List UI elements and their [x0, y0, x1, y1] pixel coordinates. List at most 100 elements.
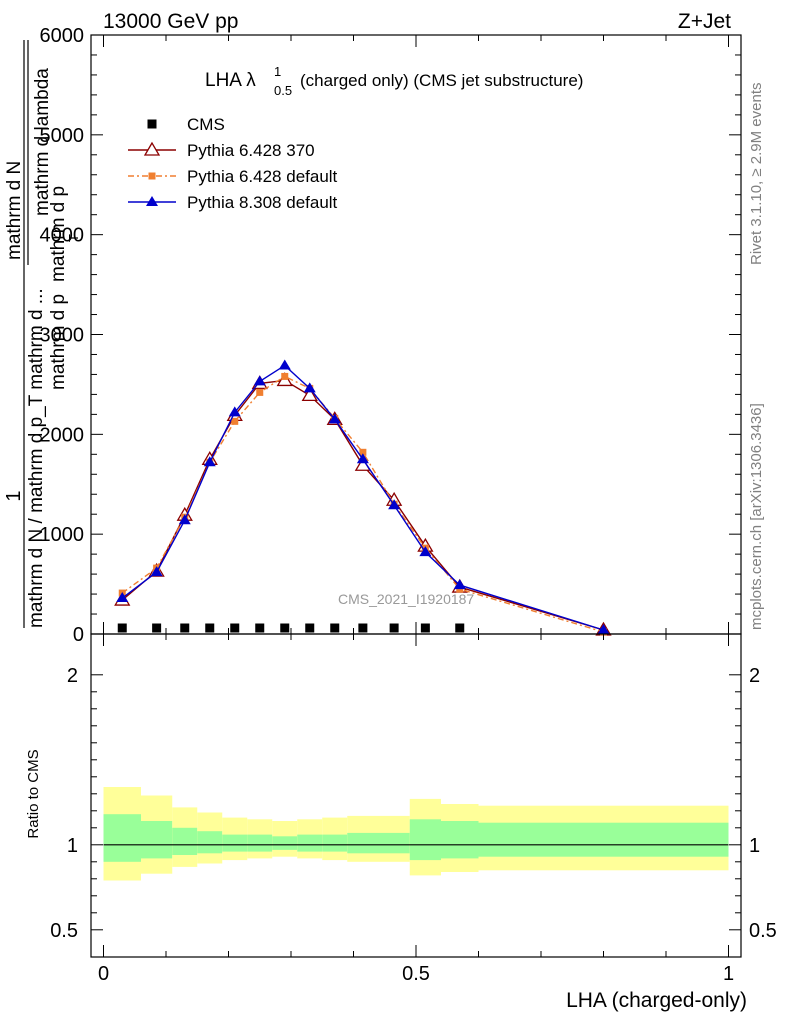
ratio-y-tick-label: 0.5 — [50, 920, 78, 942]
y-tick-label: 2000 — [40, 424, 85, 446]
ratio-band-green — [247, 834, 273, 852]
data-point-marker — [146, 196, 158, 206]
ratio-y-tick-label-right: 2 — [749, 665, 760, 687]
ylabel-den-dp: mathrm d p — [48, 294, 69, 390]
mcplots-credit: mcplots.cern.ch [arXiv:1306.3436] — [748, 403, 765, 630]
x-tick-label: 1 — [723, 963, 734, 985]
main-ylabel: 1 mathrm d N / mathrm d p_T mathrm d ...… — [3, 40, 81, 628]
y-tick-label: 3000 — [40, 325, 85, 347]
ratio-band-green — [409, 819, 441, 861]
data-point-cms — [205, 623, 215, 633]
data-point-cms — [280, 623, 290, 633]
data-point-marker — [253, 375, 266, 386]
ylabel-one: 1 — [3, 490, 25, 501]
ratio-band-green — [141, 821, 173, 859]
ratio-band-green — [222, 834, 248, 852]
series-line — [121, 375, 604, 633]
data-point-marker — [388, 499, 401, 510]
data-point-marker — [303, 382, 316, 393]
data-point-marker — [597, 624, 610, 635]
x-axis-label: LHA (charged-only) — [566, 989, 747, 1012]
data-point-cms — [255, 623, 265, 633]
data-point-marker — [301, 387, 318, 402]
data-point-marker — [256, 388, 264, 396]
y-tick-label: 6000 — [40, 25, 85, 47]
data-point-marker — [228, 406, 241, 417]
legend-label: CMS — [187, 115, 225, 134]
ylabel-num-n: N — [4, 161, 25, 175]
rivet-version: Rivet 3.1.10, ≥ 2.9M events — [748, 83, 765, 266]
legend-label: Pythia 6.428 370 — [187, 141, 315, 160]
data-point-marker — [328, 413, 341, 424]
ratio-band-green — [478, 822, 729, 857]
ratio-y-tick-label: 1 — [67, 835, 78, 857]
ratio-band-green — [297, 834, 323, 852]
ratio-band-green — [197, 831, 223, 854]
series-line — [121, 364, 604, 631]
ratio-band-green — [272, 836, 298, 850]
plot-title-rest: (charged only) (CMS jet substructure) — [300, 71, 583, 90]
y-tick-label: 0 — [73, 624, 84, 646]
data-point-marker — [419, 546, 432, 557]
ratio-frame — [90, 633, 742, 958]
ratio-band-green — [103, 814, 141, 862]
y-tick-label: 1000 — [40, 524, 85, 546]
data-point-marker — [178, 514, 191, 525]
data-point-cms — [117, 623, 127, 633]
plot-title-sub: 0.5 — [274, 83, 292, 98]
data-point-cms — [455, 623, 465, 633]
ylabel-denominator-2: mathrm d p — [48, 294, 69, 390]
ratio-band-green — [347, 832, 410, 854]
ylabel-t-sub: T — [66, 234, 81, 242]
data-point-marker — [150, 566, 163, 577]
data-point-marker — [203, 456, 216, 467]
ylabel-denominator-3: mathrm d lambda — [32, 68, 53, 216]
ratio-band-green — [322, 834, 348, 852]
legend-label: Pythia 6.428 default — [187, 167, 338, 186]
ylabel-denominator: mathrm d N / mathrm d p_T mathrm d ... — [26, 288, 47, 628]
data-point-cms — [230, 623, 240, 633]
header-process: Z+Jet — [678, 10, 731, 33]
data-point-marker — [148, 172, 156, 180]
data-point-marker — [231, 417, 239, 425]
data-point-cms — [358, 623, 368, 633]
x-tick-label: 0.5 — [402, 963, 430, 985]
data-point-marker — [359, 448, 367, 456]
analysis-watermark: CMS_2021_I1920187 — [338, 591, 474, 607]
data-point-cms — [420, 623, 430, 633]
ratio-y-tick-label-right: 1 — [749, 835, 760, 857]
plot-title-sup: 1 — [274, 64, 281, 79]
data-point-cms — [147, 119, 157, 129]
plot-title: LHA λ — [205, 70, 256, 91]
data-point-marker — [143, 141, 161, 156]
series-line — [121, 379, 604, 631]
main-panel: 0 1000 2000 3000 4000 5000 6000 — [40, 25, 742, 646]
data-point-marker — [116, 592, 129, 603]
ratio-ylabel: Ratio to CMS — [25, 749, 42, 838]
data-point-marker — [453, 579, 466, 590]
ylabel-extra: mathrm d p — [48, 186, 69, 282]
ylabel-numerator-d: mathrm d N — [4, 161, 25, 260]
ratio-band-green — [441, 821, 479, 859]
ratio-y-tick-label: 2 — [67, 665, 78, 687]
data-point-cms — [389, 623, 399, 633]
data-point-cms — [330, 623, 340, 633]
data-point-marker — [278, 359, 291, 370]
legend-label: Pythia 8.308 default — [187, 193, 338, 212]
ratio-y-tick-label-right: 0.5 — [749, 920, 777, 942]
y-tick-label: 5000 — [40, 125, 85, 147]
header-energy: 13000 GeV pp — [103, 10, 238, 33]
x-tick-label: 0 — [98, 963, 109, 985]
data-point-marker — [281, 372, 289, 380]
ylabel-den-dlambda: mathrm d lambda — [32, 68, 53, 216]
ratio-band-green — [172, 827, 198, 855]
legend: CMS Pythia 6.428 370 Pythia 6.428 default P… — [128, 115, 338, 212]
plot-title-main: LHA λ — [205, 70, 256, 91]
data-point-cms — [305, 623, 315, 633]
data-point-cms — [180, 623, 190, 633]
ratio-panel: 0 0.5 1 0.5 0.5 1 1 2 2 — [50, 633, 777, 985]
data-point-cms — [152, 623, 162, 633]
y-tick-label: 4000 — [40, 225, 85, 247]
ylabel-num-d: mathrm d — [4, 180, 25, 260]
